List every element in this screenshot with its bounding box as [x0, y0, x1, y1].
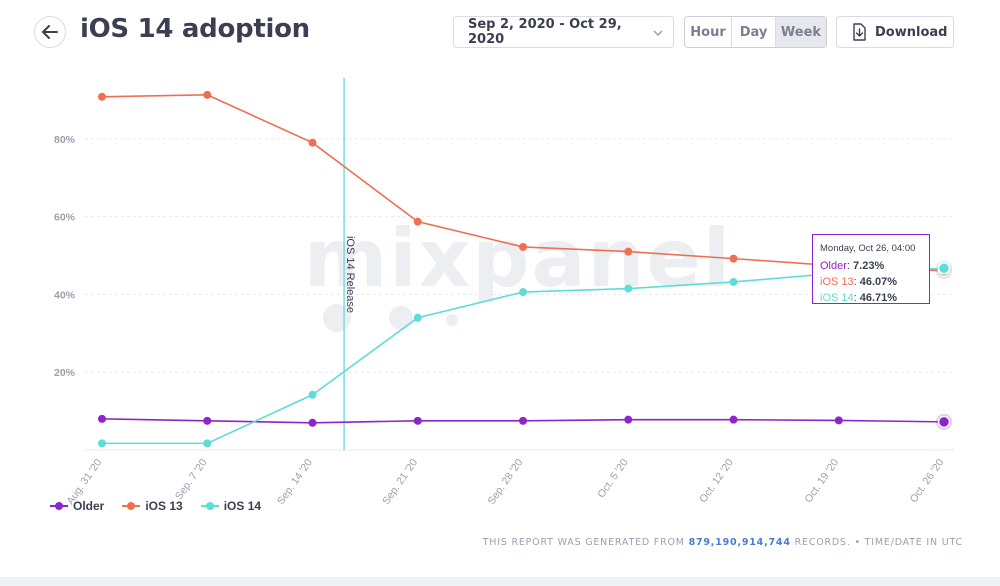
- data-tooltip: Monday, Oct 26, 04:00 Older: 7.23% iOS 1…: [812, 234, 930, 304]
- watermark-dots: [323, 304, 458, 332]
- tooltip-row-older: Older: 7.23%: [820, 260, 885, 272]
- legend-swatch-ios14: [200, 501, 219, 511]
- data-point-older[interactable]: [624, 415, 633, 424]
- chart-legend: Older iOS 13 iOS 14: [50, 499, 261, 513]
- data-point-older[interactable]: [98, 414, 106, 423]
- footer-prefix: THIS REPORT WAS GENERATED FROM: [482, 537, 685, 548]
- x-tick-label: Sep. 7 '20: [173, 457, 210, 502]
- date-range-value: Sep 2, 2020 - Oct 29, 2020: [468, 17, 622, 47]
- x-tick-label: Sep. 28 '20: [485, 457, 525, 507]
- data-point-ios14[interactable]: [203, 439, 212, 448]
- data-point-ios13[interactable]: [98, 92, 106, 101]
- time-unit-toggle: Hour Day Week: [684, 16, 827, 48]
- data-point-ios13[interactable]: [519, 242, 527, 251]
- data-point-ios13[interactable]: [413, 217, 422, 226]
- download-icon: [853, 23, 866, 41]
- data-point-ios14[interactable]: [729, 277, 738, 286]
- tooltip-row-ios14: iOS 14: 46.71%: [820, 292, 898, 304]
- y-tick-label: 20%: [54, 367, 76, 379]
- x-tick-label: Oct. 5 '20: [595, 457, 631, 501]
- legend-item-ios14[interactable]: iOS 14: [200, 499, 262, 513]
- data-point-ios14[interactable]: [519, 288, 527, 297]
- x-tick-label: Oct. 12 '20: [697, 457, 736, 505]
- legend-label-ios14: iOS 14: [223, 499, 262, 513]
- data-point-older[interactable]: [413, 416, 422, 425]
- data-point-older[interactable]: [729, 415, 738, 424]
- unit-week-button[interactable]: Week: [776, 17, 826, 47]
- data-point-ios13[interactable]: [624, 247, 633, 256]
- records-count: 879,190,914,744: [688, 537, 791, 548]
- data-point-ios14[interactable]: [413, 313, 422, 322]
- unit-hour-button[interactable]: Hour: [685, 17, 732, 47]
- y-tick-label: 80%: [54, 134, 76, 146]
- tooltip-label-ios14: iOS 14: [820, 292, 854, 304]
- watermark-dot: [389, 306, 413, 330]
- x-tick-label: Oct. 19 '20: [802, 457, 841, 505]
- legend-item-ios13[interactable]: iOS 13: [122, 499, 183, 513]
- data-point-older[interactable]: [203, 416, 212, 425]
- tooltip-label-ios13: iOS 13: [820, 276, 854, 288]
- x-tick-label: Oct. 26 '20: [908, 457, 947, 505]
- data-point-ios13[interactable]: [308, 138, 317, 147]
- data-point-ios14[interactable]: [624, 284, 633, 293]
- mixpanel-watermark: mixpanel: [304, 212, 732, 305]
- legend-swatch-ios13: [122, 501, 141, 511]
- legend-item-older[interactable]: Older: [50, 499, 104, 513]
- data-point-older[interactable]: [519, 416, 527, 425]
- chevron-down-icon: [653, 26, 663, 39]
- back-button[interactable]: [34, 16, 66, 48]
- data-point-ios14[interactable]: [308, 390, 317, 399]
- data-point-ios14[interactable]: [937, 262, 951, 275]
- legend-label-older: Older: [73, 499, 105, 513]
- data-point-ios14[interactable]: [98, 439, 106, 448]
- arrow-left-icon: [42, 25, 58, 39]
- tooltip-label-older: Older: [820, 260, 847, 272]
- tooltip-value-older: 7.23%: [853, 260, 885, 272]
- date-range-picker[interactable]: Sep 2, 2020 - Oct 29, 2020: [453, 16, 674, 48]
- tooltip-value-ios13: 46.07%: [859, 276, 898, 288]
- tooltip-value-ios14: 46.71%: [859, 292, 898, 304]
- data-point-older[interactable]: [834, 416, 843, 425]
- watermark-dot: [446, 314, 458, 326]
- x-tick-label: Sep. 21 '20: [380, 457, 420, 507]
- data-point-older[interactable]: [308, 418, 317, 427]
- page-title: iOS 14 adoption: [80, 14, 310, 44]
- data-point-ios13[interactable]: [203, 90, 212, 99]
- legend-swatch-older: [50, 501, 68, 511]
- download-label: Download: [875, 24, 948, 40]
- legend-label-ios13: iOS 13: [145, 499, 183, 513]
- adoption-line-chart: 20%40%60%80% mixpanel iOS 14 Release Aug…: [54, 78, 954, 507]
- data-point-older[interactable]: [937, 415, 951, 429]
- unit-day-button[interactable]: Day: [732, 17, 776, 47]
- bottom-bar: [0, 577, 1000, 586]
- tooltip-date: Monday, Oct 26, 04:00: [820, 243, 916, 254]
- y-tick-label: 60%: [54, 212, 76, 224]
- footer-suffix: RECORDS. • TIME/DATE IN UTC: [794, 537, 963, 548]
- data-point-ios13[interactable]: [729, 254, 738, 263]
- y-tick-label: 40%: [54, 289, 76, 301]
- release-marker-label: iOS 14 Release: [344, 236, 356, 313]
- x-tick-label: Sep. 14 '20: [275, 457, 315, 507]
- report-footer: THIS REPORT WAS GENERATED FROM 879,190,9…: [483, 537, 963, 548]
- tooltip-row-ios13: iOS 13: 46.07%: [820, 276, 898, 288]
- download-button[interactable]: Download: [836, 16, 954, 48]
